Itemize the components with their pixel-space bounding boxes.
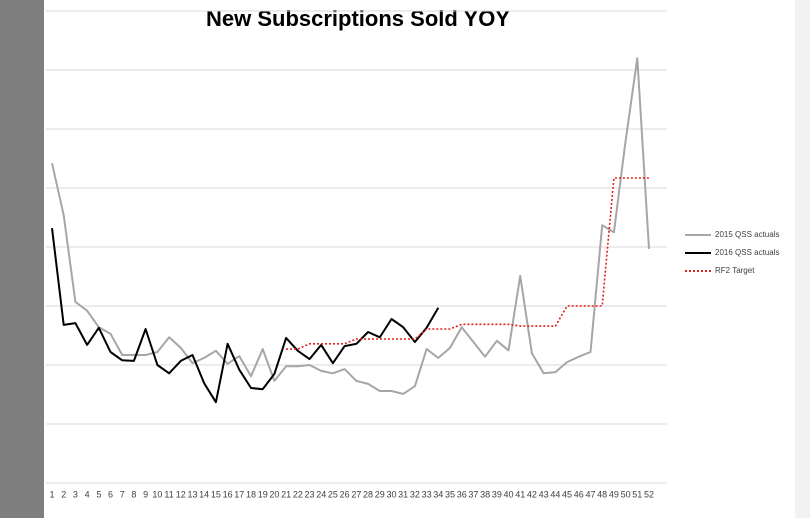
x-tick-label: 23: [305, 489, 315, 499]
x-tick-label: 26: [340, 489, 350, 499]
x-tick-label: 20: [269, 489, 279, 499]
x-tick-label: 44: [550, 489, 560, 499]
x-tick-label: 31: [398, 489, 408, 499]
x-tick-label: 47: [585, 489, 595, 499]
x-tick-label: 3: [73, 489, 78, 499]
x-tick-label: 9: [143, 489, 148, 499]
x-tick-label: 11: [164, 489, 173, 499]
legend-label: RF2 Target: [715, 266, 755, 275]
x-tick-label: 1: [49, 489, 54, 499]
x-tick-label: 33: [422, 489, 432, 499]
x-tick-label: 37: [468, 489, 478, 499]
x-tick-label: 2: [61, 489, 66, 499]
x-tick-label: 29: [375, 489, 385, 499]
x-tick-label: 45: [562, 489, 572, 499]
x-tick-label: 25: [328, 489, 338, 499]
x-tick-label: 42: [527, 489, 537, 499]
x-tick-label: 39: [492, 489, 502, 499]
x-tick-label: 8: [131, 489, 136, 499]
x-tick-label: 12: [176, 489, 186, 499]
x-tick-label: 10: [152, 489, 162, 499]
chart-title: New Subscriptions Sold YOY: [206, 6, 510, 31]
x-tick-label: 49: [609, 489, 619, 499]
x-tick-label: 48: [597, 489, 607, 499]
x-tick-label: 32: [410, 489, 420, 499]
x-tick-label: 16: [223, 489, 233, 499]
x-tick-label: 41: [515, 489, 525, 499]
x-tick-label: 27: [351, 489, 361, 499]
series-line: [51, 227, 440, 404]
legend-label: 2015 QSS actuals: [715, 230, 779, 239]
x-tick-label: 52: [644, 489, 654, 499]
x-tick-label: 38: [480, 489, 490, 499]
x-tick-label: 17: [234, 489, 244, 499]
x-tick-label: 13: [187, 489, 197, 499]
x-tick-label: 43: [539, 489, 549, 499]
x-tick-label: 7: [120, 489, 125, 499]
x-tick-label: 28: [363, 489, 373, 499]
x-tick-label: 22: [293, 489, 303, 499]
x-tick-label: 30: [386, 489, 396, 499]
x-tick-label: 40: [504, 489, 514, 499]
x-tick-label: 36: [457, 489, 467, 499]
x-tick-label: 46: [574, 489, 584, 499]
x-tick-label: 15: [211, 489, 221, 499]
x-tick-label: 51: [632, 489, 642, 499]
right-strip: [795, 0, 810, 518]
x-tick-label: 21: [281, 489, 291, 499]
x-tick-label: 50: [621, 489, 631, 499]
side-panel: [0, 0, 44, 518]
x-tick-label: 35: [445, 489, 455, 499]
legend-label: 2016 QSS actuals: [715, 248, 779, 257]
x-tick-label: 19: [258, 489, 268, 499]
x-tick-label: 5: [96, 489, 101, 499]
x-tick-label: 24: [316, 489, 326, 499]
x-tick-label: 6: [108, 489, 113, 499]
x-tick-label: 34: [433, 489, 443, 499]
x-tick-label: 18: [246, 489, 256, 499]
x-tick-label: 14: [199, 489, 209, 499]
x-tick-label: 4: [85, 489, 90, 499]
series-line: [51, 57, 650, 395]
series-line: [286, 177, 649, 350]
